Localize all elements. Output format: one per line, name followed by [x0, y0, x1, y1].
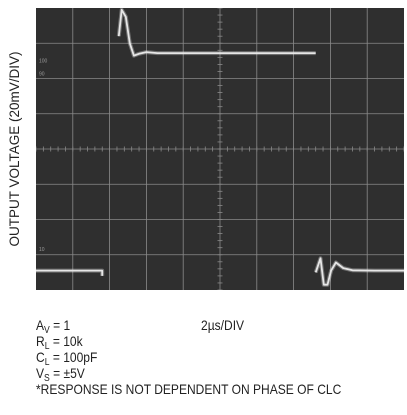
condition-load-resistance: RL = 10k — [36, 333, 83, 352]
oscilloscope-screen: 100 90 10 — [36, 8, 404, 290]
y-axis-label-text: OUTPUT VOLTAGE (20mV/DIV) — [7, 51, 22, 246]
time-scale-label: 2µs/DIV — [201, 317, 245, 333]
trace-segment-3 — [314, 257, 404, 286]
y-axis-label: OUTPUT VOLTAGE (20mV/DIV) — [7, 51, 22, 246]
graticule — [36, 8, 404, 290]
graticule-mark-100: 100 — [39, 59, 48, 65]
graticule-mark-10: 10 — [39, 247, 45, 253]
footnote-container: *RESPONSE IS NOT DEPENDENT ON PHASE OF C… — [0, 381, 407, 401]
trace-segment-1 — [36, 269, 104, 276]
condition-load-capacitance: CL = 100pF — [36, 349, 98, 368]
graticule-percent-marks: 100 90 10 — [39, 59, 48, 254]
condition-supply-voltage: VS = ±5V — [36, 365, 85, 384]
footnote: *RESPONSE IS NOT DEPENDENT ON PHASE OF C… — [36, 381, 342, 397]
waveform-traces — [36, 8, 404, 287]
condition-gain: AV = 1 — [36, 317, 71, 336]
trace-segment-2 — [117, 8, 316, 57]
graticule-mark-90: 90 — [39, 72, 45, 78]
